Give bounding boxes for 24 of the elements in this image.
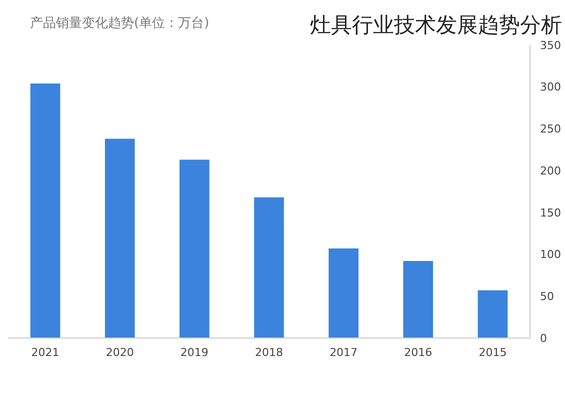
y-tick-label: 300 <box>540 80 561 94</box>
bar <box>104 138 135 338</box>
x-tick-label: 2018 <box>255 346 283 359</box>
chart-title: 灶具行业技术发展趋势分析 <box>310 13 562 37</box>
x-tick-label: 2016 <box>404 346 432 359</box>
bar <box>30 84 60 338</box>
x-tick-label: 2021 <box>31 346 60 359</box>
x-tick-label: 2020 <box>106 346 134 359</box>
y-tick-label: 50 <box>540 290 554 303</box>
y-tick-label: 350 <box>540 38 561 52</box>
bar <box>180 160 210 338</box>
y-tick-label: 250 <box>540 122 561 136</box>
x-tick-label: 2015 <box>478 346 507 359</box>
y-tick-label: 150 <box>540 206 561 220</box>
y-tick-label: 100 <box>540 248 561 262</box>
x-tick-label: 2019 <box>180 346 208 359</box>
bar <box>403 260 434 338</box>
y-tick-label: 0 <box>540 332 547 345</box>
bar <box>254 197 284 338</box>
bar <box>478 290 508 338</box>
chart-subtitle: 产品销量变化趋势(单位：万台) <box>30 16 210 31</box>
bar <box>328 248 358 338</box>
y-tick-label: 200 <box>540 164 561 178</box>
x-tick-label: 2017 <box>330 346 358 359</box>
